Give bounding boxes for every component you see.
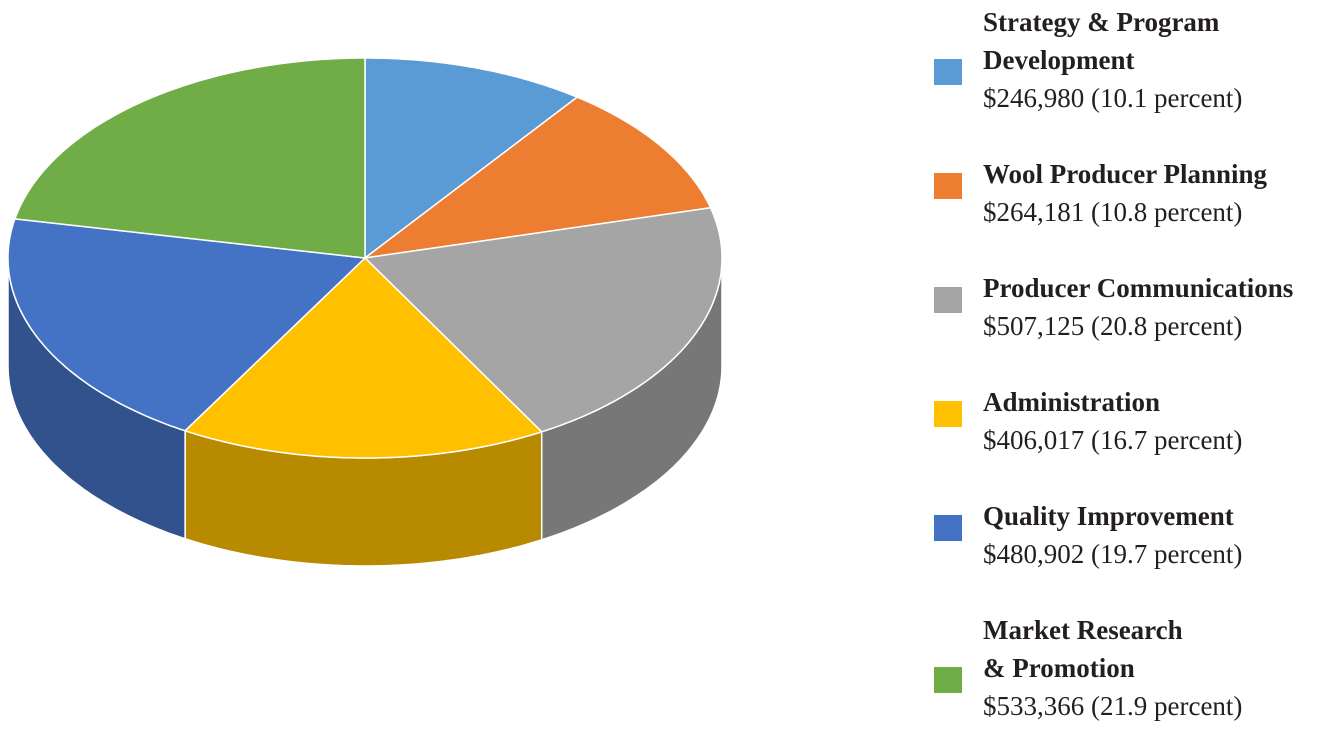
legend-entry: Quality Improvement $480,902 (19.7 percen… [934, 497, 1293, 573]
legend-swatch [934, 667, 962, 693]
legend-label: Strategy & Program Development [983, 7, 1220, 75]
legend-label: Quality Improvement [983, 501, 1234, 531]
value-label: $507,125 (20.8 percent) [983, 311, 1243, 341]
legend-text: Quality Improvement $480,902 (19.7 percen… [983, 497, 1242, 573]
legend-swatch [934, 59, 962, 85]
legend-text: Market Research & Promotion $533,366 (21.… [983, 611, 1242, 725]
slice [7, 218, 366, 432]
legend-label: Market Research & Promotion [983, 615, 1183, 683]
legend-text: Strategy & Program Development $246,980 (… [983, 3, 1242, 117]
pie-chart [7, 57, 723, 567]
legend-label: Producer Communications [983, 273, 1294, 303]
legend-entry: Strategy & Program Development $246,980 (… [934, 3, 1293, 117]
value-label: $264,181 (10.8 percent) [983, 197, 1243, 227]
legend-swatch [934, 515, 962, 541]
legend-swatch [934, 173, 962, 199]
slice [14, 57, 366, 259]
legend-text: Wool Producer Planning $264,181 (10.8 per… [983, 155, 1267, 231]
value-label: $533,366 (21.9 percent) [983, 691, 1243, 721]
legend-text: Producer Communications $507,125 (20.8 pe… [983, 269, 1293, 345]
legend-entry: Producer Communications $507,125 (20.8 pe… [934, 269, 1293, 345]
legend-text: Administration $406,017 (16.7 percent) [983, 383, 1242, 459]
value-label: $246,980 (10.1 percent) [983, 83, 1243, 113]
slice [364, 96, 712, 259]
legend: Strategy & Program Development $246,980 (… [934, 3, 1293, 725]
slice [184, 257, 543, 459]
legend-entry: Market Research & Promotion $533,366 (21.… [934, 611, 1293, 725]
legend-label: Administration [983, 387, 1161, 417]
legend-entry: Wool Producer Planning $264,181 (10.8 per… [934, 155, 1293, 231]
legend-swatch [934, 401, 962, 427]
legend-label: Wool Producer Planning [983, 159, 1268, 189]
legend-swatch [934, 287, 962, 313]
legend-entry: Administration $406,017 (16.7 percent) [934, 383, 1293, 459]
slice [364, 207, 723, 433]
value-label: $406,017 (16.7 percent) [983, 425, 1243, 455]
slice [364, 57, 578, 259]
value-label: $480,902 (19.7 percent) [983, 539, 1243, 569]
